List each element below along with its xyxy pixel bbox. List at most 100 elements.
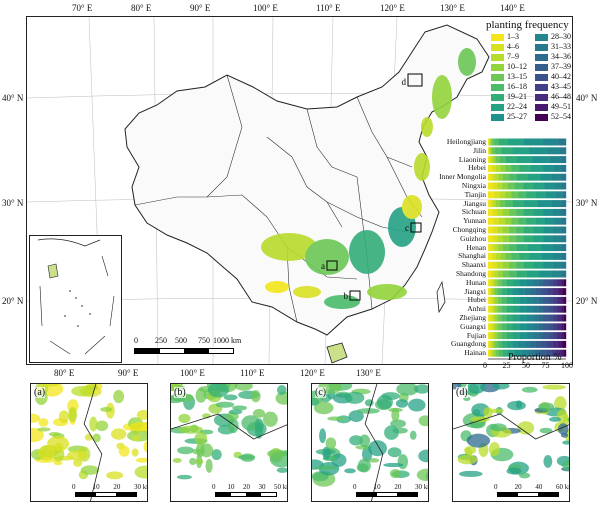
bar-segment: [536, 288, 543, 296]
legend-label: 43–45: [551, 82, 571, 91]
legend-label: 37–39: [551, 62, 571, 71]
legend-item: 19–21: [491, 93, 527, 101]
province-label: Shanghai: [458, 251, 486, 261]
scale-segment: [246, 493, 261, 496]
bar-segment: [562, 288, 567, 296]
bar-segment: [533, 332, 539, 340]
province-label: Fujian: [466, 330, 486, 340]
bar-segment: [527, 332, 534, 340]
legend-item: 22–24: [491, 103, 527, 111]
bar-segment: [488, 340, 490, 348]
bar-segment: [533, 261, 544, 269]
bar-segment: [488, 173, 492, 181]
bar-segment: [512, 147, 530, 155]
legend-item: 43–45: [535, 83, 571, 91]
bar-segment: [488, 314, 491, 322]
province-label: Henan: [466, 242, 486, 252]
bar-segment: [516, 208, 525, 216]
bar-segment: [553, 244, 562, 252]
scale-segment: [538, 493, 558, 496]
bar-segment: [511, 164, 520, 172]
scale-segment: [498, 493, 518, 496]
bar-segment: [506, 340, 513, 348]
bar-segment: [552, 323, 558, 331]
bar-segment: [509, 226, 517, 234]
bar-segment: [523, 235, 534, 243]
bar-segment: [490, 323, 493, 331]
province-label: Guangdong: [451, 339, 486, 349]
bar-segment: [523, 182, 534, 190]
bar-segment: [544, 182, 555, 190]
bar-segment: [552, 305, 558, 313]
bar-segment: [529, 252, 543, 260]
bar-segment: [499, 191, 506, 199]
bar-segment: [490, 147, 493, 155]
bar-x-tick: 100: [561, 361, 573, 370]
bar-segment: [552, 288, 559, 296]
bar-segment: [552, 208, 561, 216]
bar-segment: [502, 323, 507, 331]
inset-label-a: a: [321, 261, 325, 271]
bar-segment: [509, 235, 517, 243]
main-scale-label: 500: [175, 336, 187, 345]
legend-item: 7–9: [491, 53, 519, 61]
bar-segment: [554, 182, 562, 190]
bar-segment: [527, 323, 534, 331]
bar-segment: [490, 200, 493, 208]
bar-segment: [502, 173, 510, 181]
bar-segment: [533, 296, 539, 304]
bar-segment: [549, 156, 561, 164]
zoom-panel-scale-label: 60 km: [556, 483, 569, 491]
top-longitude-tick: 120° E: [380, 3, 405, 13]
bar-segment: [497, 182, 503, 190]
bar-segment: [561, 244, 567, 252]
legend-swatch: [491, 113, 504, 121]
bar-segment: [492, 296, 496, 304]
bar-segment: [535, 217, 546, 225]
bar-segment: [552, 314, 558, 322]
zoom-panel-scale-label: 20: [113, 483, 121, 491]
bar-segment: [492, 332, 496, 340]
bar-segment: [498, 138, 509, 146]
bar-segment: [541, 252, 554, 260]
bar-segment: [502, 226, 510, 234]
bar-segment: [492, 323, 496, 331]
legend-swatch: [535, 33, 548, 41]
bar-x-tick: 25: [502, 361, 511, 370]
right-latitude-tick: 40° N: [576, 93, 598, 103]
legend-label: 52–54: [551, 112, 571, 121]
bar-segment: [535, 191, 546, 199]
bar-segment: [511, 252, 520, 260]
bar-segment: [488, 323, 491, 331]
bar-segment: [505, 164, 512, 172]
bar-segment: [509, 270, 518, 278]
province-label: Hubei: [467, 295, 486, 305]
bar-segment: [552, 279, 558, 287]
top-longitude-tick: 110° E: [316, 3, 341, 13]
zoom-panel-scale-label: 10: [373, 483, 381, 491]
south-china-sea-inset: [29, 235, 122, 363]
bar-segment: [512, 332, 521, 340]
bar-segment: [561, 296, 564, 304]
bar-segment: [491, 173, 495, 181]
legend-item: 46–48: [535, 93, 571, 101]
bar-segment: [518, 288, 525, 296]
bar-segment: [492, 261, 498, 269]
bar-segment: [502, 182, 508, 190]
bar-segment: [502, 332, 507, 340]
province-label: Hebei: [468, 163, 486, 173]
bar-segment: [533, 208, 544, 216]
bar-segment: [491, 252, 496, 260]
bar-segment: [490, 314, 493, 322]
zoom-panel-label: (b): [174, 387, 186, 398]
bar-segment: [516, 156, 533, 164]
legend-label: 7–9: [507, 52, 519, 61]
bar-segment: [497, 226, 504, 234]
bar-segment: [495, 340, 499, 348]
legend-swatch: [491, 63, 504, 71]
bar-segment: [553, 164, 562, 172]
zoom-panel-scale-label: 30 km: [415, 483, 428, 491]
bar-segment: [488, 200, 491, 208]
province-label: Guizhou: [460, 233, 486, 243]
south-china-sea-svg: [37, 238, 115, 355]
